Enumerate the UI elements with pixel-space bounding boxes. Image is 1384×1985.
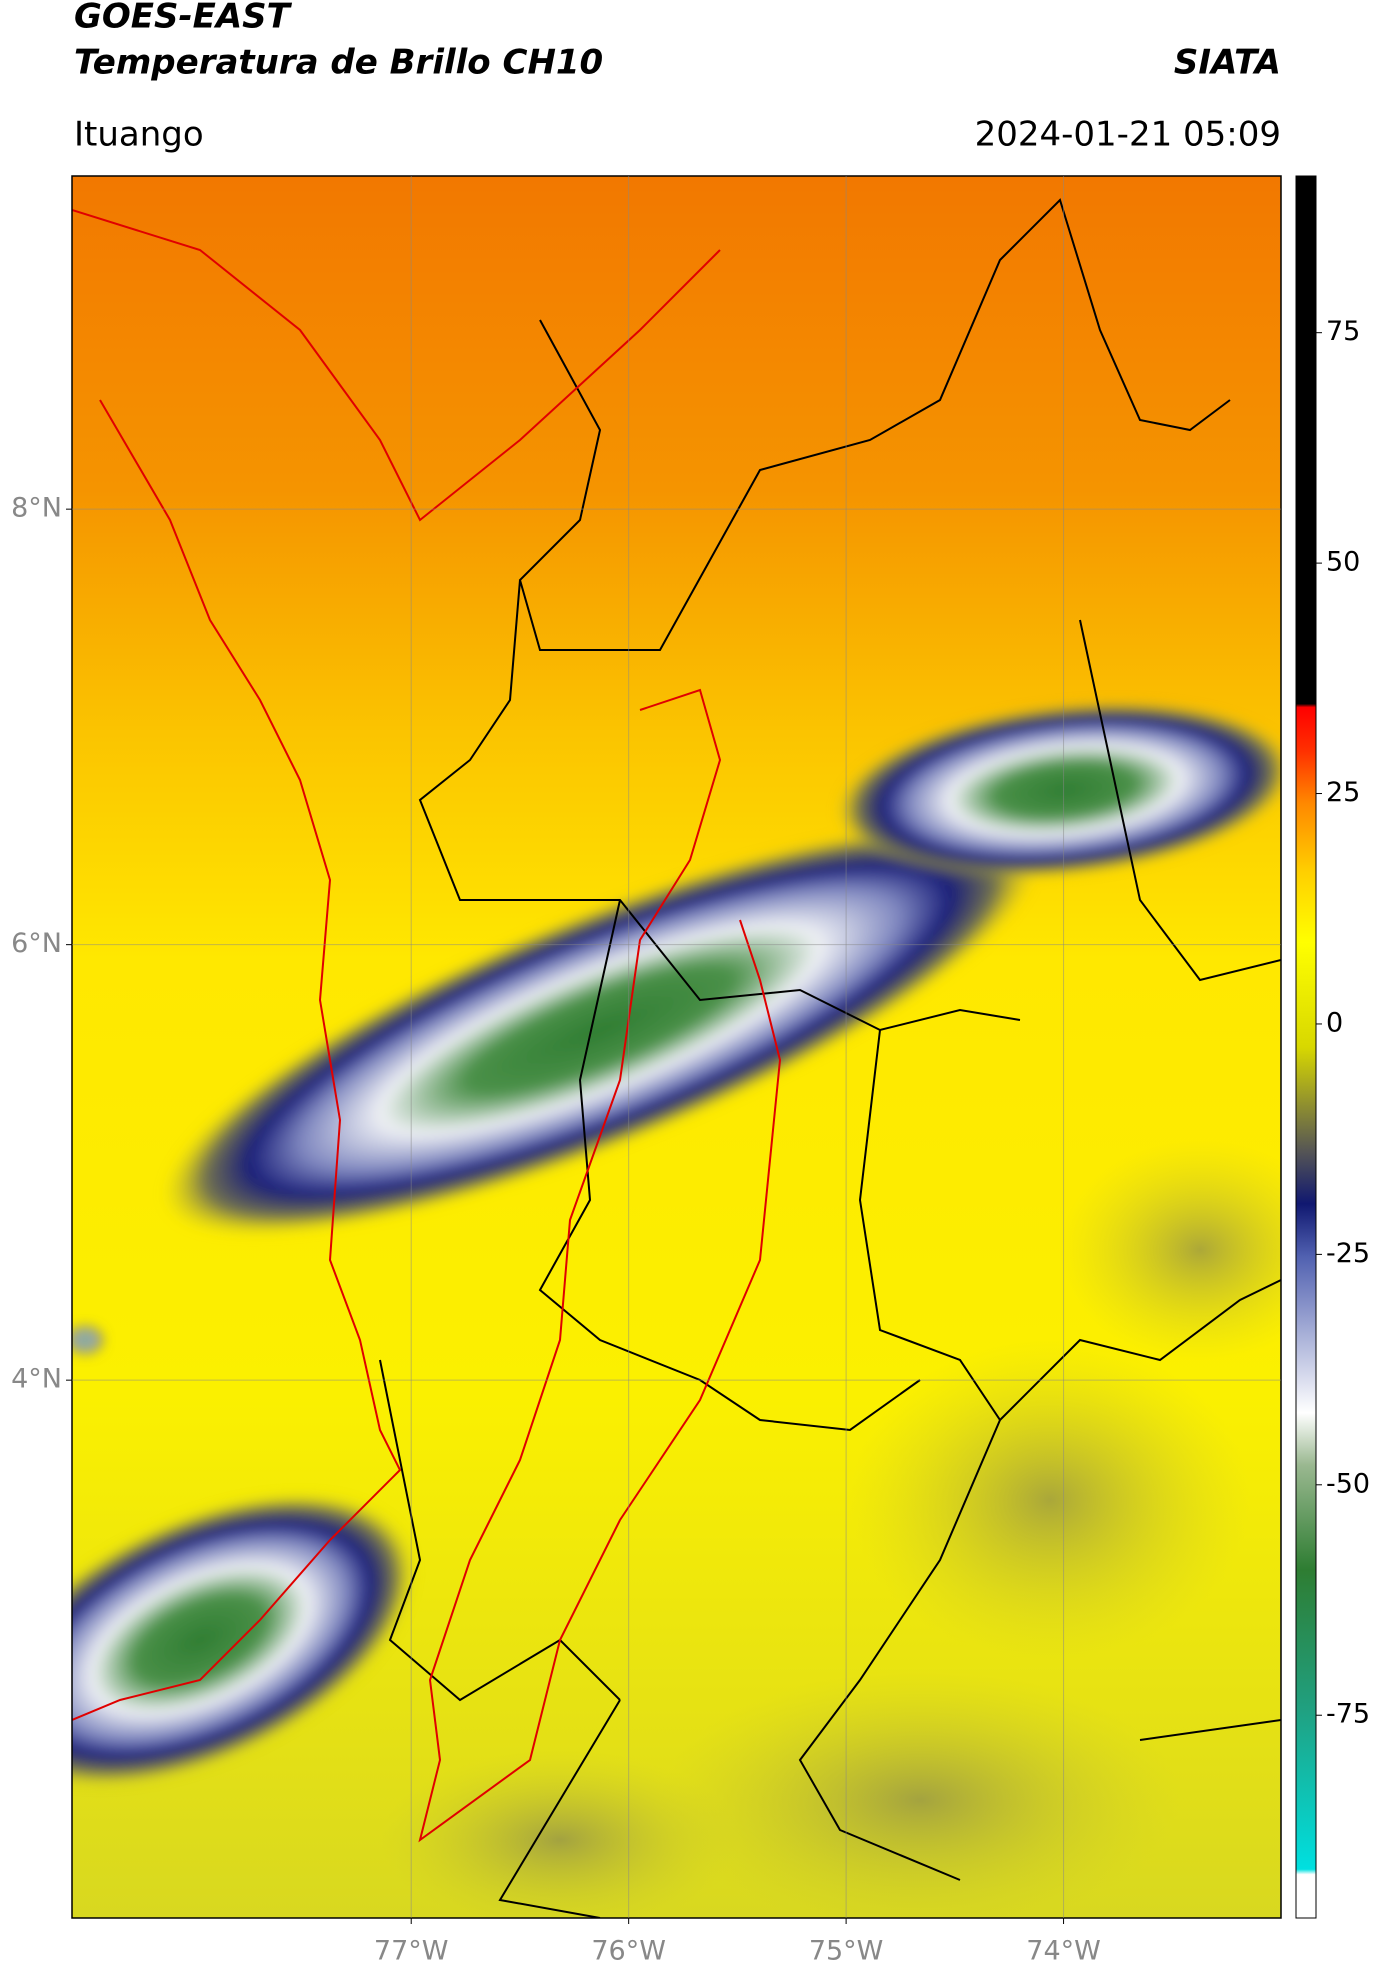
colorbar <box>1295 175 1317 1919</box>
subtitle: Temperatura de Brillo CH10 <box>74 43 603 83</box>
geo-axes: 8°N 6°N 4°N 77°W 76°W 75°W 74°W <box>11 176 1281 1967</box>
brand: SIATA <box>1174 43 1281 83</box>
colorbar-label: 75 <box>1326 316 1360 347</box>
title: GOES-EAST <box>74 0 293 37</box>
location: Ituango <box>74 115 204 155</box>
colorbar-label: 25 <box>1326 777 1360 808</box>
colorbar-label: -50 <box>1326 1468 1370 1499</box>
colorbar-label: -25 <box>1326 1238 1370 1269</box>
lat-label: 8°N <box>11 493 62 524</box>
lat-label: 6°N <box>11 928 62 959</box>
map-frame <box>71 175 1282 1919</box>
lon-label: 77°W <box>374 1936 449 1967</box>
lat-label: 4°N <box>11 1364 62 1395</box>
colorbar-label: -75 <box>1326 1699 1370 1730</box>
datetime: 2024-01-21 05:09 <box>975 115 1281 155</box>
lon-label: 75°W <box>809 1936 884 1967</box>
lon-label: 74°W <box>1026 1936 1101 1967</box>
colorbar-axis: 75 50 25 0 -25 -50 -75 <box>1316 316 1370 1730</box>
lon-label: 76°W <box>591 1936 666 1967</box>
colorbar-label: 50 <box>1326 547 1360 578</box>
colorbar-label: 0 <box>1326 1007 1343 1038</box>
map-image <box>72 176 1281 1918</box>
